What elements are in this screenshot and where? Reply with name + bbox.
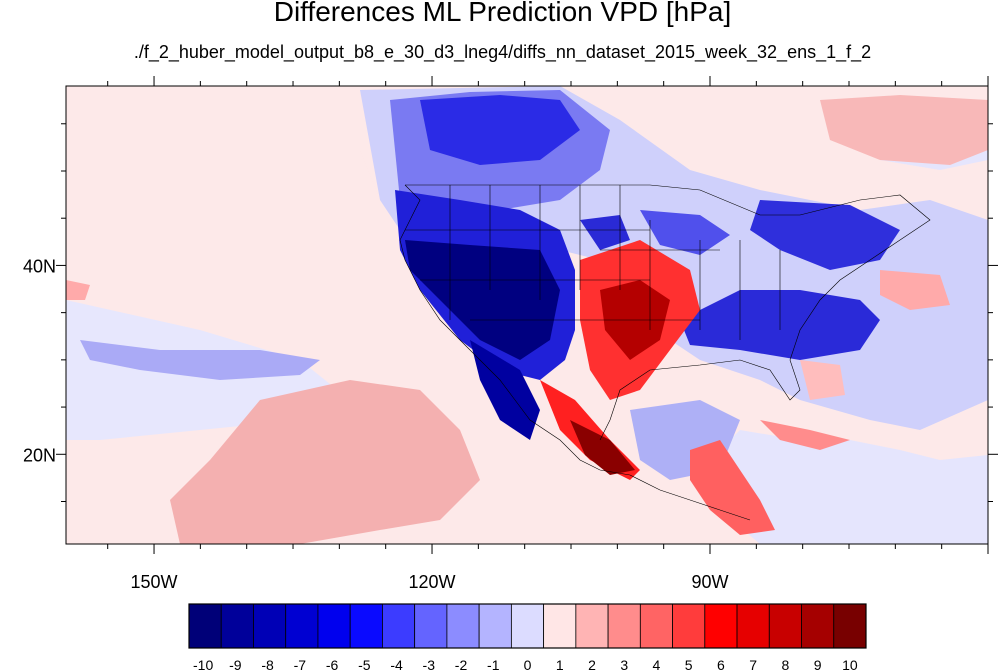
colorbar-swatch bbox=[285, 603, 319, 649]
colorbar-label: -1 bbox=[487, 657, 500, 672]
colorbar-swatch bbox=[382, 603, 416, 649]
colorbar-swatch bbox=[478, 603, 512, 649]
axis-labels: 150W 120W 90W 40N 20N bbox=[23, 256, 729, 592]
colorbar-frame bbox=[188, 603, 867, 649]
coastlines-and-borders bbox=[399, 184, 931, 521]
axis-ticks bbox=[56, 76, 998, 554]
vpd-difference-field bbox=[66, 86, 988, 544]
colorbar-label: 9 bbox=[814, 657, 822, 672]
colorbar-label: 3 bbox=[620, 657, 628, 672]
colorbar-swatch bbox=[188, 603, 222, 649]
colorbar-label: 0 bbox=[524, 657, 532, 672]
colorbar-swatch bbox=[510, 603, 545, 649]
colorbar-label: -8 bbox=[261, 657, 274, 672]
colorbar-swatch bbox=[253, 603, 287, 649]
lat-label: 40N bbox=[23, 256, 56, 276]
colorbar-label: 8 bbox=[782, 657, 790, 672]
colorbar-label: 7 bbox=[749, 657, 757, 672]
colorbar-swatch bbox=[704, 603, 738, 649]
colorbar-swatch bbox=[639, 603, 673, 649]
lon-label: 120W bbox=[409, 572, 456, 592]
colorbar-swatch bbox=[833, 603, 867, 649]
colorbar-label: 10 bbox=[842, 657, 858, 672]
colorbar: -10 -9 -8 -7 -6 -5 -4 -3 -2 -1 0 1 2 3 4 5 6 7 8 9 10 bbox=[188, 603, 867, 672]
colorbar-swatch bbox=[736, 603, 770, 649]
colorbar-label: 5 bbox=[685, 657, 693, 672]
colorbar-swatch bbox=[672, 603, 706, 649]
map-subtitle: ./f_2_huber_model_output_b8_e_30_d3_lneg… bbox=[133, 42, 872, 62]
colorbar-swatch bbox=[543, 603, 577, 649]
colorbar-label: -3 bbox=[423, 657, 436, 672]
lon-label: 90W bbox=[692, 572, 729, 592]
colorbar-swatch bbox=[414, 603, 448, 649]
colorbar-label: -6 bbox=[326, 657, 339, 672]
colorbar-label: 4 bbox=[653, 657, 661, 672]
colorbar-label: 1 bbox=[556, 657, 564, 672]
lat-label: 20N bbox=[23, 445, 56, 465]
colorbar-label: -10 bbox=[193, 657, 213, 672]
negative-anomaly-regions bbox=[66, 86, 988, 544]
colorbar-swatch bbox=[768, 603, 802, 649]
colorbar-label: -9 bbox=[229, 657, 242, 672]
colorbar-swatch bbox=[575, 603, 609, 649]
colorbar-label: -2 bbox=[455, 657, 468, 672]
colorbar-swatch bbox=[607, 603, 641, 649]
positive-anomaly-regions bbox=[66, 95, 988, 544]
lon-label: 150W bbox=[131, 572, 178, 592]
colorbar-swatch bbox=[317, 603, 351, 649]
colorbar-swatch bbox=[446, 603, 480, 649]
colorbar-label: 2 bbox=[588, 657, 596, 672]
colorbar-label: 6 bbox=[717, 657, 725, 672]
colorbar-label: -5 bbox=[358, 657, 371, 672]
colorbar-swatch bbox=[801, 603, 835, 649]
colorbar-label: -7 bbox=[294, 657, 307, 672]
map-frame bbox=[65, 85, 989, 545]
map-title: Differences ML Prediction VPD [hPa] bbox=[273, 0, 732, 27]
colorbar-swatch bbox=[349, 603, 383, 649]
colorbar-label: -4 bbox=[390, 657, 403, 672]
colorbar-swatch bbox=[220, 603, 254, 649]
